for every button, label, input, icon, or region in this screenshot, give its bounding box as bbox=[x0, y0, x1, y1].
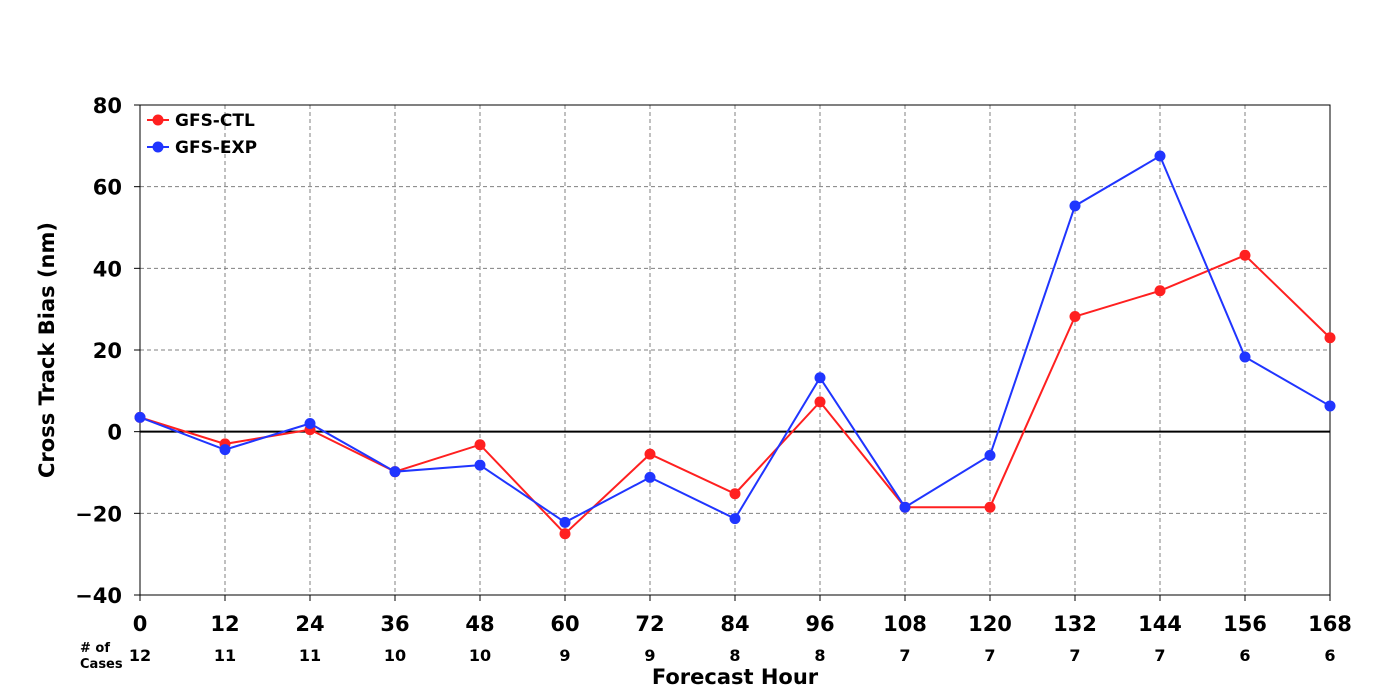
data-point bbox=[219, 444, 231, 456]
data-point bbox=[1239, 249, 1251, 261]
data-point bbox=[474, 439, 486, 451]
x-tick-label: 168 bbox=[1308, 612, 1352, 636]
data-point bbox=[1154, 285, 1166, 297]
case-count: 8 bbox=[729, 646, 740, 665]
data-point bbox=[984, 449, 996, 461]
data-point bbox=[814, 396, 826, 408]
x-tick-label: 84 bbox=[720, 612, 749, 636]
y-tick-label: 80 bbox=[93, 94, 122, 118]
case-count: 9 bbox=[559, 646, 570, 665]
case-count: 9 bbox=[644, 646, 655, 665]
x-tick-label: 144 bbox=[1138, 612, 1182, 636]
case-count: 8 bbox=[814, 646, 825, 665]
case-count: 7 bbox=[1069, 646, 1080, 665]
case-count: 11 bbox=[299, 646, 321, 665]
data-point bbox=[134, 411, 146, 423]
y-tick-label: 60 bbox=[93, 176, 122, 200]
case-count: 11 bbox=[214, 646, 236, 665]
data-point bbox=[389, 466, 401, 478]
data-point bbox=[1239, 351, 1251, 363]
case-count: 7 bbox=[984, 646, 995, 665]
y-tick-label: 40 bbox=[93, 257, 122, 281]
case-count: 12 bbox=[129, 646, 151, 665]
case-count: 10 bbox=[384, 646, 406, 665]
legend-item: GFS-EXP bbox=[147, 138, 257, 158]
axis-ticks: 0 12 24 36 48 60 72 84 96 108 120 132 144 156 168 −40 −2… bbox=[75, 94, 1352, 636]
data-point bbox=[1324, 332, 1336, 344]
data-point bbox=[1069, 311, 1081, 323]
y-tick-label: 0 bbox=[107, 421, 122, 445]
data-point bbox=[984, 501, 996, 513]
data-point bbox=[644, 448, 656, 460]
x-tick-label: 60 bbox=[550, 612, 579, 636]
x-tick-label: 96 bbox=[805, 612, 834, 636]
x-tick-label: 72 bbox=[635, 612, 664, 636]
legend: GFS-CTL GFS-EXP bbox=[147, 111, 257, 158]
legend-label: GFS-EXP bbox=[175, 138, 257, 158]
x-tick-label: 0 bbox=[133, 612, 148, 636]
data-point bbox=[729, 513, 741, 525]
case-count: 10 bbox=[469, 646, 491, 665]
cases-title-line2: Cases bbox=[80, 657, 123, 672]
x-tick-label: 24 bbox=[295, 612, 324, 636]
case-count: 7 bbox=[1154, 646, 1165, 665]
x-tick-label: 132 bbox=[1053, 612, 1097, 636]
data-point bbox=[304, 418, 316, 429]
case-count: 6 bbox=[1324, 646, 1335, 665]
x-tick-label: 120 bbox=[968, 612, 1012, 636]
series-gfs-exp bbox=[134, 150, 1336, 528]
legend-marker bbox=[152, 141, 164, 153]
x-tick-label: 48 bbox=[465, 612, 494, 636]
x-tick-label: 12 bbox=[210, 612, 239, 636]
data-point bbox=[644, 471, 656, 483]
data-point bbox=[729, 488, 741, 500]
y-tick-label: −40 bbox=[75, 584, 122, 608]
y-axis-title: Cross Track Bias (nm) bbox=[35, 222, 59, 478]
x-tick-label: 36 bbox=[380, 612, 409, 636]
cases-row: 12 11 11 10 10 9 9 8 8 7 7 7 7 6 6 bbox=[129, 646, 1336, 665]
x-axis-title: Forecast Hour bbox=[652, 665, 819, 689]
legend-item: GFS-CTL bbox=[147, 111, 255, 131]
data-point bbox=[1324, 400, 1336, 412]
cases-title-line1: # of bbox=[80, 641, 110, 656]
data-point bbox=[814, 372, 826, 384]
series-layer bbox=[134, 150, 1336, 540]
case-count: 7 bbox=[899, 646, 910, 665]
data-point bbox=[474, 459, 486, 471]
data-point bbox=[559, 528, 571, 540]
x-tick-label: 108 bbox=[883, 612, 927, 636]
y-tick-label: −20 bbox=[75, 502, 122, 526]
data-point bbox=[559, 516, 571, 528]
y-tick-label: 20 bbox=[93, 339, 122, 363]
legend-marker bbox=[152, 114, 164, 126]
x-tick-label: 156 bbox=[1223, 612, 1267, 636]
data-point bbox=[1154, 150, 1166, 162]
case-count: 6 bbox=[1239, 646, 1250, 665]
data-point bbox=[1069, 200, 1081, 212]
data-point bbox=[899, 501, 911, 513]
legend-label: GFS-CTL bbox=[175, 111, 255, 131]
